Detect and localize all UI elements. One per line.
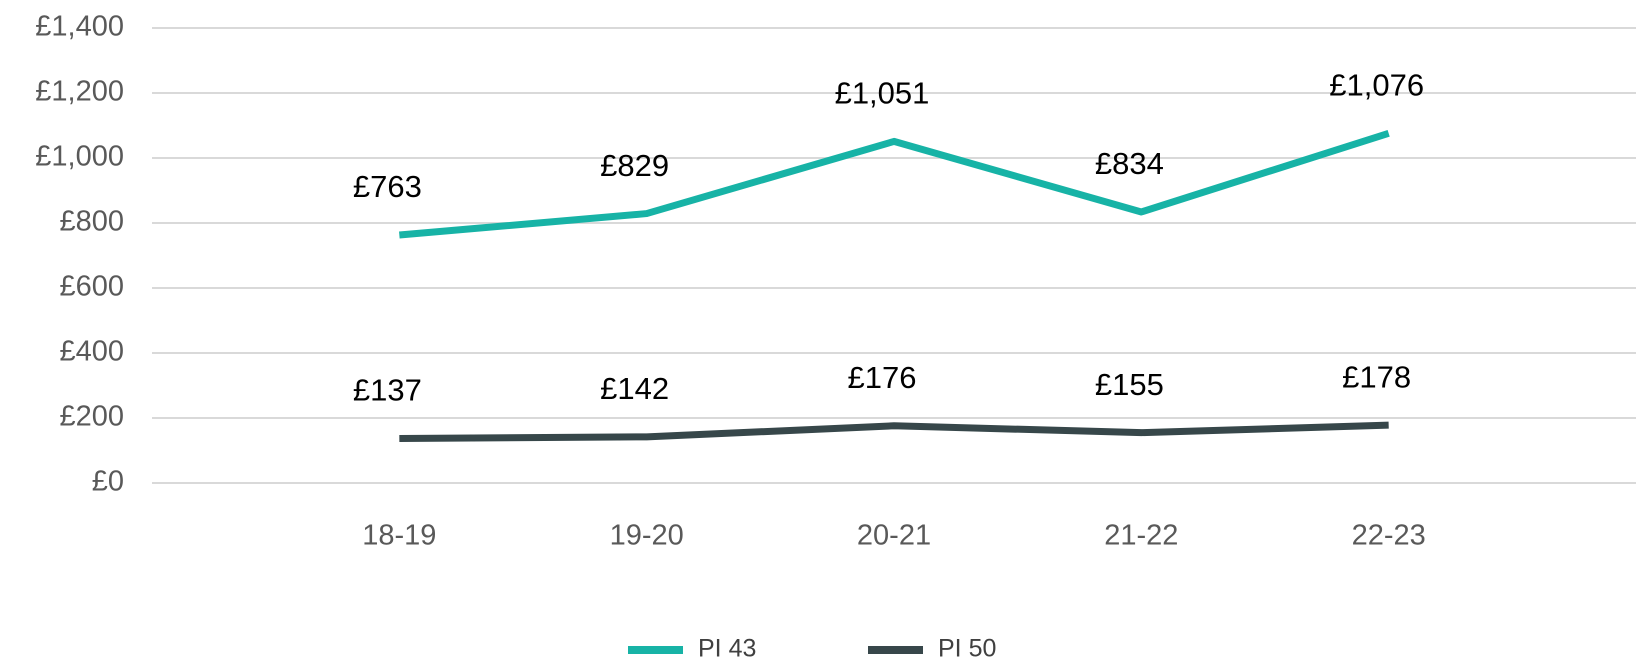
legend-label: PI 43 — [698, 635, 756, 662]
x-tick-label: 19-20 — [610, 520, 684, 552]
data-label: £155 — [1095, 367, 1164, 402]
x-tick-label: 21-22 — [1104, 520, 1178, 552]
data-label: £137 — [353, 373, 422, 408]
y-tick-label: £800 — [59, 206, 124, 238]
x-tick-label: 22-23 — [1352, 520, 1426, 552]
y-tick-label: £1,400 — [35, 11, 124, 43]
data-label: £763 — [353, 169, 422, 204]
y-tick-label: £200 — [59, 401, 124, 433]
data-label: £178 — [1342, 359, 1411, 394]
data-label: £1,051 — [835, 76, 930, 111]
series-line — [399, 421, 1389, 442]
data-label: £176 — [848, 360, 917, 395]
x-tick-label: 18-19 — [362, 520, 436, 552]
data-label: £829 — [600, 148, 669, 183]
data-label: £1,076 — [1329, 67, 1424, 102]
y-tick-label: £600 — [59, 271, 124, 303]
series-line — [399, 129, 1390, 239]
y-tick-label: £1,200 — [35, 76, 124, 108]
y-tick-label: £1,000 — [35, 141, 124, 173]
x-tick-label: 20-21 — [857, 520, 931, 552]
data-label: £834 — [1095, 146, 1164, 181]
y-tick-label: £400 — [59, 336, 124, 368]
legend-label: PI 50 — [938, 635, 996, 662]
data-label: £142 — [600, 371, 669, 406]
y-tick-label: £0 — [92, 466, 124, 498]
